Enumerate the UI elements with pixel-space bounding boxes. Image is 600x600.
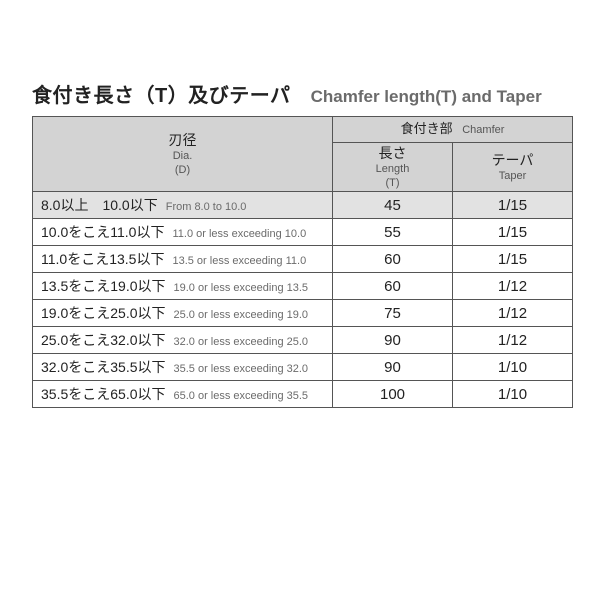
dia-range-jp: 32.0をこえ35.5以下 [41, 359, 166, 375]
cell-length: 90 [333, 354, 453, 381]
cell-taper: 1/15 [453, 192, 573, 219]
cell-length: 55 [333, 219, 453, 246]
cell-taper: 1/15 [453, 219, 573, 246]
cell-taper: 1/15 [453, 246, 573, 273]
table-row: 35.5をこえ65.0以下 65.0 or less exceeding 35.5… [33, 381, 573, 408]
table-header: 刃径 Dia. (D) 食付き部 Chamfer 長さ Length (T) テ… [33, 117, 573, 192]
cell-taper: 1/12 [453, 273, 573, 300]
dia-range-jp: 13.5をこえ19.0以下 [41, 278, 166, 294]
dia-range-jp: 10.0をこえ11.0以下 [41, 224, 164, 240]
table-row: 25.0をこえ32.0以下 32.0 or less exceeding 25.0… [33, 327, 573, 354]
col-header-dia: 刃径 Dia. (D) [33, 117, 333, 192]
dia-range-jp: 19.0をこえ25.0以下 [41, 305, 166, 321]
dia-range-en: 11.0 or less exceeding 10.0 [172, 228, 306, 240]
dia-range-jp: 8.0以上 10.0以下 [41, 197, 158, 213]
cell-length: 60 [333, 273, 453, 300]
dia-range-jp: 25.0をこえ32.0以下 [41, 332, 166, 348]
dia-range-en: 13.5 or less exceeding 11.0 [172, 255, 306, 267]
dia-range-en: 25.0 or less exceeding 19.0 [174, 309, 309, 321]
cell-dia: 19.0をこえ25.0以下 25.0 or less exceeding 19.0 [33, 300, 333, 327]
cell-length: 100 [333, 381, 453, 408]
dia-jp: 刃径 [33, 131, 332, 149]
title-jp: 食付き長さ（T）及びテーパ [32, 85, 291, 107]
cell-length: 45 [333, 192, 453, 219]
dia-range-en: 32.0 or less exceeding 25.0 [174, 336, 309, 348]
dia-sym: (D) [33, 163, 332, 177]
table-row: 11.0をこえ13.5以下 13.5 or less exceeding 11.0… [33, 246, 573, 273]
table-row: 32.0をこえ35.5以下 35.5 or less exceeding 32.0… [33, 354, 573, 381]
cell-length: 90 [333, 327, 453, 354]
spec-table: 刃径 Dia. (D) 食付き部 Chamfer 長さ Length (T) テ… [32, 116, 573, 408]
dia-range-jp: 11.0をこえ13.5以下 [41, 251, 164, 267]
group-jp: 食付き部 [401, 121, 453, 136]
taper-jp: テーパ [453, 151, 572, 169]
col-header-taper: テーパ Taper [453, 143, 573, 192]
page-title: 食付き長さ（T）及びテーパ Chamfer length(T) and Tape… [32, 79, 578, 108]
cell-dia: 13.5をこえ19.0以下 19.0 or less exceeding 13.5 [33, 273, 333, 300]
length-en: Length [333, 162, 452, 176]
dia-en: Dia. [33, 149, 332, 163]
dia-range-jp: 35.5をこえ65.0以下 [41, 386, 166, 402]
cell-dia: 32.0をこえ35.5以下 35.5 or less exceeding 32.0 [33, 354, 333, 381]
table-body: 8.0以上 10.0以下From 8.0 to 10.0451/1510.0をこ… [33, 192, 573, 408]
table-row: 8.0以上 10.0以下 From 8.0 to 10.0 451/15 [33, 192, 573, 219]
length-jp: 長さ [333, 144, 452, 162]
length-sym: (T) [333, 176, 452, 190]
cell-dia: 35.5をこえ65.0以下 65.0 or less exceeding 35.5 [33, 381, 333, 408]
dia-range-en: 65.0 or less exceeding 35.5 [174, 390, 309, 402]
cell-taper: 1/12 [453, 300, 573, 327]
table-row: 19.0をこえ25.0以下 25.0 or less exceeding 19.0… [33, 300, 573, 327]
col-header-length: 長さ Length (T) [333, 143, 453, 192]
cell-dia: 10.0をこえ11.0以下 11.0 or less exceeding 10.0 [33, 219, 333, 246]
cell-length: 60 [333, 246, 453, 273]
title-en: Chamfer length(T) and Taper [311, 87, 542, 106]
col-header-chamfer-group: 食付き部 Chamfer [333, 117, 573, 143]
page: 食付き長さ（T）及びテーパ Chamfer length(T) and Tape… [0, 0, 600, 408]
dia-range-en: 19.0 or less exceeding 13.5 [174, 282, 309, 294]
group-en: Chamfer [462, 124, 504, 136]
cell-taper: 1/12 [453, 327, 573, 354]
cell-dia: 8.0以上 10.0以下 From 8.0 to 10.0 [33, 192, 333, 219]
table-row: 10.0をこえ11.0以下 11.0 or less exceeding 10.0… [33, 219, 573, 246]
taper-en: Taper [453, 169, 572, 183]
cell-taper: 1/10 [453, 381, 573, 408]
cell-taper: 1/10 [453, 354, 573, 381]
cell-length: 75 [333, 300, 453, 327]
table-row: 13.5をこえ19.0以下 19.0 or less exceeding 13.5… [33, 273, 573, 300]
dia-range-en: 35.5 or less exceeding 32.0 [174, 363, 309, 375]
cell-dia: 11.0をこえ13.5以下 13.5 or less exceeding 11.0 [33, 246, 333, 273]
cell-dia: 25.0をこえ32.0以下 32.0 or less exceeding 25.0 [33, 327, 333, 354]
dia-range-en: From 8.0 to 10.0 [166, 201, 247, 213]
